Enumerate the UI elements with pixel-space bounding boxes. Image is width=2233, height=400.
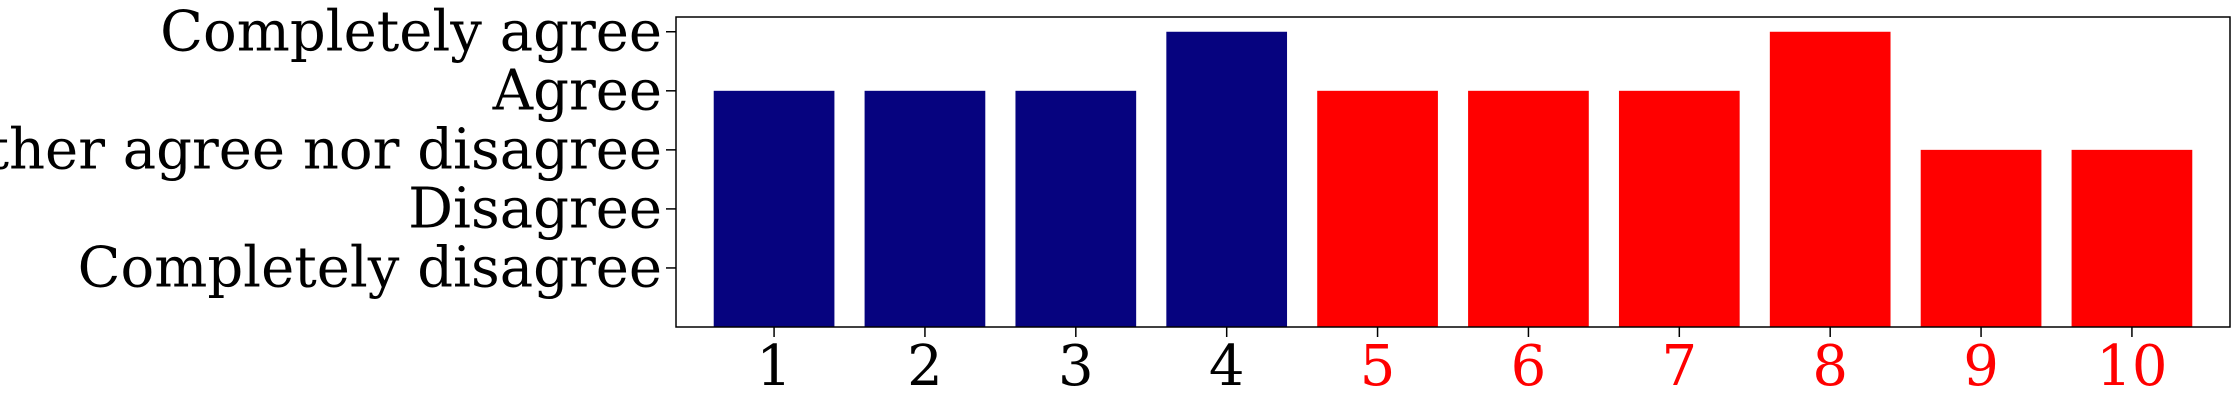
plot-area-frame [675, 16, 2231, 328]
x-tick-label: 10 [2096, 334, 2167, 399]
x-tick-label: 8 [1812, 334, 1848, 399]
bar-4 [1166, 31, 1288, 328]
x-tick-label: 2 [907, 334, 943, 399]
x-tick-label: 7 [1661, 334, 1697, 399]
x-tick-label: 6 [1511, 334, 1547, 399]
bar-7 [1618, 90, 1740, 327]
y-tick-label: Agree [492, 58, 662, 123]
x-tick-label: 9 [1963, 334, 1999, 399]
y-tick-label: Disagree [408, 176, 662, 241]
x-tick-label: 3 [1058, 334, 1094, 399]
bar-1 [713, 90, 835, 327]
x-tick-label: 4 [1209, 334, 1245, 399]
x-tick-label: 1 [756, 334, 792, 399]
x-axis: 1 2 3 4 5 6 7 8 9 10 [756, 327, 2168, 399]
x-tick-label: 5 [1360, 334, 1396, 399]
bar-2 [864, 90, 986, 327]
y-tick-label: Neither agree nor disagree [0, 117, 662, 182]
bar-8 [1769, 31, 1891, 328]
bar-9 [1920, 149, 2042, 327]
bar-5 [1317, 90, 1438, 327]
bar-10 [2071, 149, 2193, 327]
bar-6 [1468, 90, 1589, 327]
bars-layer [713, 31, 2193, 328]
bar-3 [1015, 90, 1137, 327]
y-tick-label: Completely disagree [78, 235, 662, 300]
y-tick-label: Completely agree [160, 0, 662, 64]
y-axis: Completely disagreeDisagreeNeither agree… [0, 0, 676, 300]
